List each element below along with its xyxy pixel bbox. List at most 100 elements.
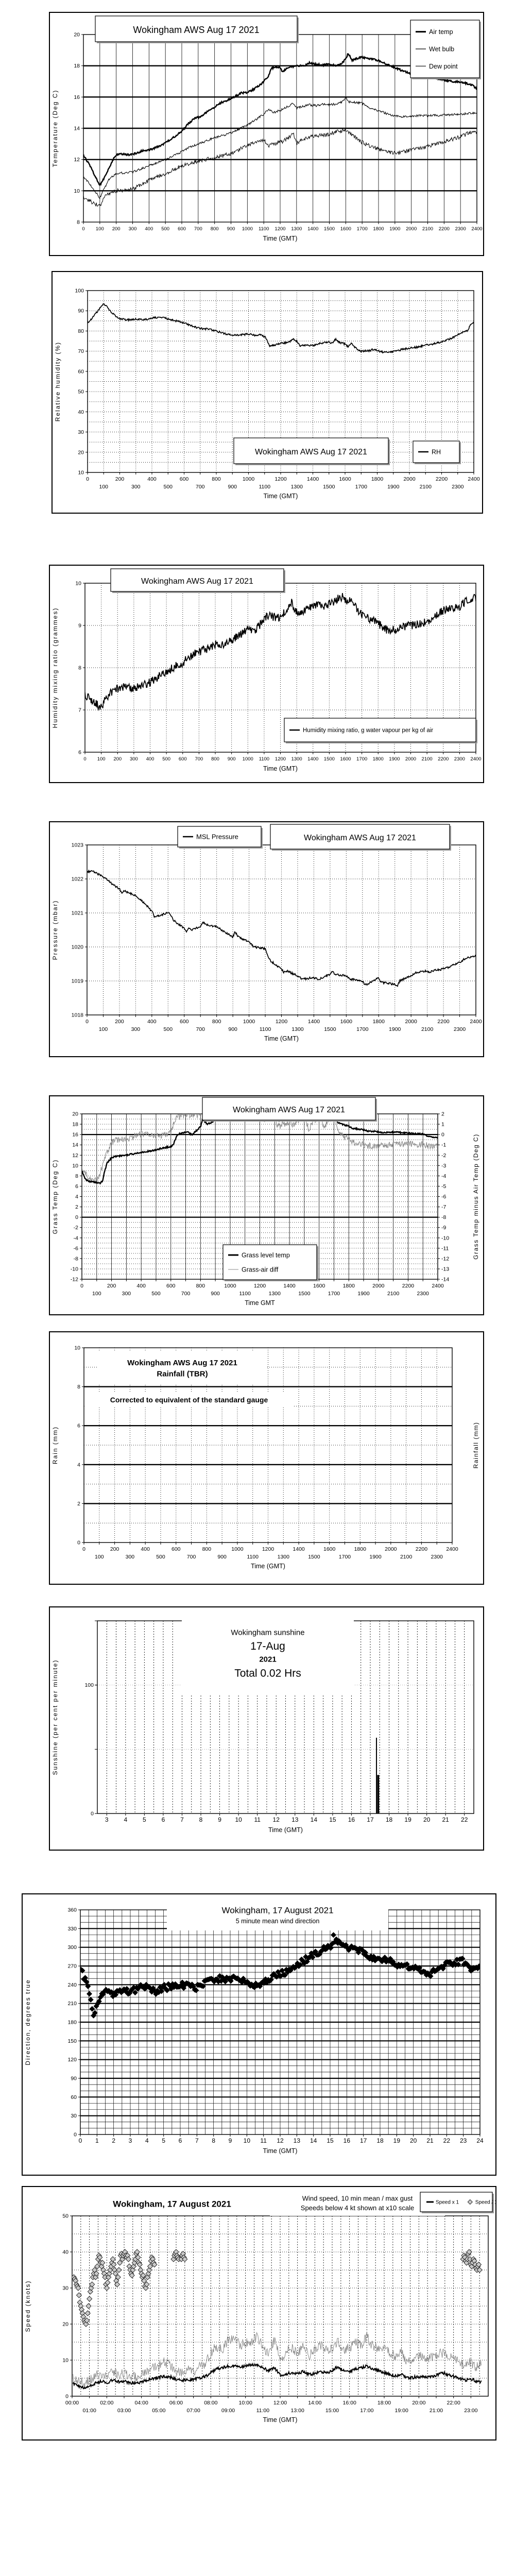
svg-text:4: 4 xyxy=(124,1816,127,1823)
chart-title-line: Wind speed, 10 min mean / max gust xyxy=(302,2194,413,2202)
svg-text:800: 800 xyxy=(212,476,221,482)
svg-text:6: 6 xyxy=(162,1816,165,1823)
svg-text:800: 800 xyxy=(212,1019,221,1025)
svg-text:-7: -7 xyxy=(441,1204,446,1210)
y-axis: 1018 1019 1020 1021 1022 1023 Pressure (mbar) xyxy=(52,842,87,1019)
svg-text:1300: 1300 xyxy=(291,1026,304,1032)
legend-label: Air temp xyxy=(429,28,453,36)
svg-text:2400: 2400 xyxy=(446,1546,458,1552)
svg-text:700: 700 xyxy=(181,1291,191,1297)
svg-text:-4: -4 xyxy=(441,1173,446,1179)
svg-text:21:00: 21:00 xyxy=(430,2408,443,2414)
svg-text:2400: 2400 xyxy=(471,226,482,232)
svg-text:5: 5 xyxy=(162,2137,165,2144)
x-axis: 0 1 2 3 4 5 6 7 8 9 10 11 12 13 14 15 16 17 18 19 20 21 22 23 24… xyxy=(79,2134,484,2155)
svg-text:-1: -1 xyxy=(441,1142,446,1148)
svg-text:-14: -14 xyxy=(441,1277,449,1283)
svg-text:0: 0 xyxy=(79,2137,82,2144)
svg-text:1600: 1600 xyxy=(323,1546,336,1552)
chart-humidity-mixing-ratio-panel: 0 100 200 300 400 500 600 700 800 900 1000 1100 1200… xyxy=(49,565,484,783)
svg-text:1000: 1000 xyxy=(243,1019,255,1025)
svg-text:1020: 1020 xyxy=(72,944,84,951)
svg-text:18: 18 xyxy=(74,63,80,69)
chart-title-line: Wokingham, 17 August 2021 xyxy=(113,2199,231,2209)
svg-text:7: 7 xyxy=(78,707,81,714)
svg-text:360: 360 xyxy=(67,1907,77,1913)
svg-text:-11: -11 xyxy=(441,1245,449,1251)
svg-text:900: 900 xyxy=(217,1554,227,1560)
svg-text:1023: 1023 xyxy=(72,842,84,849)
svg-text:1600: 1600 xyxy=(340,1019,353,1025)
legend-label: Speed x 1 xyxy=(436,2200,459,2206)
svg-text:06:00: 06:00 xyxy=(169,2400,183,2406)
x-axis: 0100200300400500600700800900100011001200… xyxy=(80,1279,444,1307)
svg-text:22:00: 22:00 xyxy=(447,2400,460,2406)
svg-text:70: 70 xyxy=(78,348,84,354)
svg-text:1400: 1400 xyxy=(283,1283,296,1289)
svg-text:-12: -12 xyxy=(71,1277,78,1283)
svg-text:-8: -8 xyxy=(74,1256,78,1262)
svg-text:0: 0 xyxy=(65,2394,68,2400)
svg-text:1800: 1800 xyxy=(373,756,384,762)
wind-direction-chart: 0 1 2 3 4 5 6 7 8 9 10 11 12 13 14 15 16 17 18 19 20 21 22 23 24… xyxy=(24,1897,484,2155)
title-box-0: Wokingham AWS Aug 17 2021 xyxy=(233,437,390,465)
svg-text:14: 14 xyxy=(72,1142,78,1148)
svg-text:800: 800 xyxy=(211,226,219,232)
chart-rainfall-panel: 0 100 200 300 400 500 600 700 800 900 1000 1100 1200… xyxy=(49,1331,484,1585)
svg-text:1600: 1600 xyxy=(340,226,351,232)
svg-text:20: 20 xyxy=(78,449,84,455)
svg-text:10: 10 xyxy=(62,2358,68,2364)
title-box-0: Wokingham sunshine 17-Aug 2021 Total 0.02 H… xyxy=(182,1612,354,1694)
svg-text:900: 900 xyxy=(227,226,235,232)
svg-text:1500: 1500 xyxy=(324,226,335,232)
svg-text:1900: 1900 xyxy=(389,226,400,232)
svg-text:13: 13 xyxy=(294,2137,301,2144)
svg-text:Time (GMT): Time (GMT) xyxy=(251,1563,285,1570)
svg-text:2400: 2400 xyxy=(470,756,481,762)
svg-text:2300: 2300 xyxy=(455,226,466,232)
series-max-gust xyxy=(73,2331,482,2388)
svg-text:24: 24 xyxy=(476,2137,484,2144)
svg-text:1100: 1100 xyxy=(259,756,269,762)
legend-label: Humidity mixing ratio, g water vapour pe… xyxy=(303,727,433,734)
svg-text:50: 50 xyxy=(62,2213,68,2219)
legend-box-1: RH xyxy=(413,440,461,464)
svg-text:20: 20 xyxy=(410,2137,417,2144)
svg-text:1200: 1200 xyxy=(275,756,286,762)
svg-text:2400: 2400 xyxy=(432,1283,444,1289)
scatter-speed-div-10 xyxy=(72,2249,483,2327)
svg-text:20: 20 xyxy=(62,2321,68,2328)
svg-text:-12: -12 xyxy=(441,1256,449,1262)
legend-label: Wet bulb xyxy=(429,46,454,53)
svg-text:500: 500 xyxy=(164,1026,173,1032)
svg-text:-3: -3 xyxy=(441,1163,446,1169)
svg-text:1200: 1200 xyxy=(276,1019,288,1025)
svg-text:2: 2 xyxy=(77,1501,80,1507)
svg-text:500: 500 xyxy=(151,1291,161,1297)
svg-text:09:00: 09:00 xyxy=(221,2408,235,2414)
legend-box-1: Air temp Wet bulb Dew point xyxy=(410,20,481,79)
series-grass-level-temp xyxy=(82,1114,438,1185)
svg-text:900: 900 xyxy=(228,756,236,762)
svg-text:150: 150 xyxy=(67,2038,77,2044)
svg-text:900: 900 xyxy=(211,1291,220,1297)
svg-text:600: 600 xyxy=(180,476,189,482)
svg-text:1000: 1000 xyxy=(242,226,253,232)
svg-text:18:00: 18:00 xyxy=(377,2400,391,2406)
series-hmr xyxy=(85,592,476,711)
svg-text:4: 4 xyxy=(75,1194,78,1200)
series-mean-speed xyxy=(72,2362,482,2389)
svg-text:Time (GMT): Time (GMT) xyxy=(264,1035,299,1042)
svg-text:900: 900 xyxy=(228,484,237,490)
svg-text:600: 600 xyxy=(179,756,187,762)
y-axis: 0 2 4 6 8 10 Rain (mm) xyxy=(52,1345,84,1546)
chart-relative-humidity-panel: 0 100 200 300 400 500 600 700 800 900 1000 1100 1200… xyxy=(52,271,483,514)
svg-text:14: 14 xyxy=(311,1816,318,1823)
svg-text:2: 2 xyxy=(441,1111,444,1117)
svg-text:23: 23 xyxy=(460,2137,467,2144)
svg-text:Grass Temp (Deg C): Grass Temp (Deg C) xyxy=(52,1159,59,1234)
series-dew-point xyxy=(83,128,477,207)
